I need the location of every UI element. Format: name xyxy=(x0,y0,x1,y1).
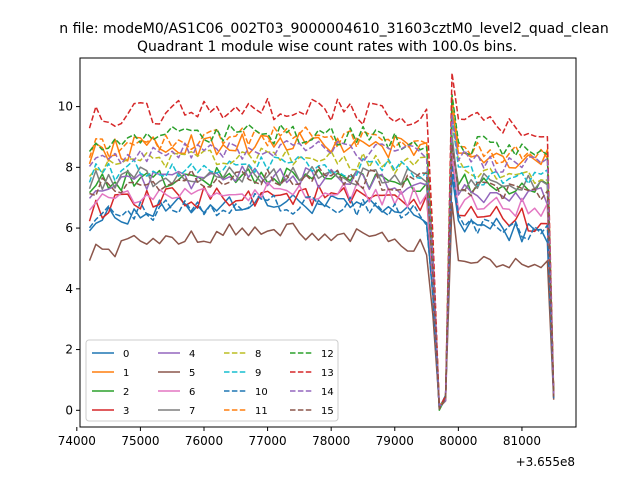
legend-label-2: 2 xyxy=(123,387,129,398)
legend-label-15: 15 xyxy=(321,406,334,417)
series-line-6 xyxy=(88,152,555,410)
legend-label-5: 5 xyxy=(189,368,195,379)
x-tick-label: 79000 xyxy=(376,434,414,448)
series-line-5 xyxy=(88,201,555,407)
legend-label-0: 0 xyxy=(123,349,129,360)
x-tick-label: 78000 xyxy=(312,434,350,448)
series-line-7 xyxy=(88,134,555,409)
legend-label-3: 3 xyxy=(123,406,129,417)
series-line-12 xyxy=(88,93,555,410)
legend-label-8: 8 xyxy=(255,349,261,360)
legend-label-10: 10 xyxy=(255,387,268,398)
y-tick-label: 8 xyxy=(65,160,73,174)
legend-label-6: 6 xyxy=(189,387,195,398)
legend-label-4: 4 xyxy=(189,349,195,360)
legend-frame xyxy=(85,339,339,422)
y-axis: 0 2 4 6 8 10 xyxy=(58,100,80,417)
x-tick-label: 80000 xyxy=(439,434,477,448)
x-axis: 74000 75000 76000 77000 78000 79000 80000 81000 xyxy=(58,427,541,448)
plot-area xyxy=(88,72,555,411)
series-line-10 xyxy=(88,164,555,409)
legend-label-11: 11 xyxy=(255,406,268,417)
legend-label-13: 13 xyxy=(321,368,334,379)
x-tick-label: 77000 xyxy=(248,434,286,448)
series-line-14 xyxy=(88,114,555,407)
legend-label-12: 12 xyxy=(321,349,334,360)
y-tick-label: 10 xyxy=(58,100,73,114)
y-tick-label: 0 xyxy=(65,403,73,417)
series-line-9 xyxy=(88,115,555,410)
series-line-11 xyxy=(88,97,555,407)
x-tick-label: 75000 xyxy=(121,434,159,448)
x-tick-label: 74000 xyxy=(58,434,96,448)
legend-label-1: 1 xyxy=(123,368,129,379)
series-line-13 xyxy=(88,72,555,409)
chart-title: Quadrant 1 module wise count rates with … xyxy=(137,39,517,55)
figure-suptitle: n file: modeM0/AS1C06_002T03_9000004610_… xyxy=(59,21,608,37)
series-line-3 xyxy=(88,153,555,410)
legend-label-7: 7 xyxy=(189,406,195,417)
legend-label-14: 14 xyxy=(321,387,334,398)
x-axis-offset: +3.655e8 xyxy=(516,455,575,469)
legend-label-9: 9 xyxy=(255,368,261,379)
series-line-8 xyxy=(88,125,555,407)
y-tick-label: 2 xyxy=(65,343,73,357)
axes-frame xyxy=(79,57,577,428)
series-line-0 xyxy=(88,174,555,410)
x-tick-label: 81000 xyxy=(503,434,541,448)
y-tick-label: 4 xyxy=(65,282,73,296)
y-tick-label: 6 xyxy=(65,221,73,235)
series-line-15 xyxy=(89,144,555,410)
x-tick-label: 76000 xyxy=(185,434,223,448)
